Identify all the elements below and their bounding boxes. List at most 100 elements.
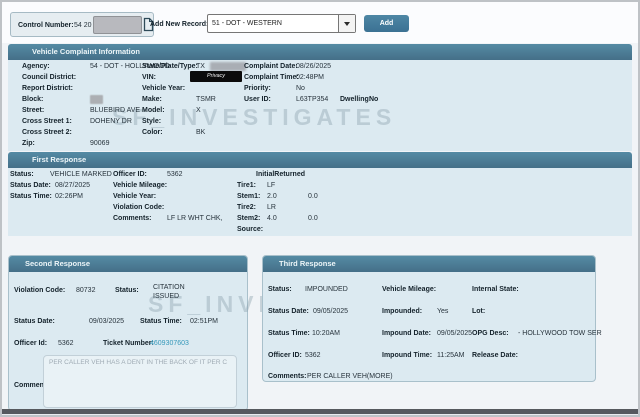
vehicle-complaint-section-body — [8, 60, 632, 151]
model-value: X — [196, 107, 201, 114]
agency-label: Agency: — [22, 63, 50, 70]
sr-officer-id-value: 5362 — [58, 340, 74, 347]
fr-vehicle-year-label: Vehicle Year: — [113, 193, 157, 200]
tr-opg-desc-label: OPG Desc: — [472, 330, 509, 337]
plate-state-value: TX — [196, 63, 205, 70]
style-label: Style: — [142, 118, 162, 125]
third-response-panel: Third Response — [262, 255, 596, 382]
fr-status-date-label: Status Date: — [10, 182, 51, 189]
plate-redacted-value — [210, 62, 246, 71]
sr-violation-code-label: Violation Code: — [14, 287, 66, 294]
priority-label: Priority: — [244, 85, 271, 92]
make-label: Make: — [142, 96, 162, 103]
street-label: Street: — [22, 107, 45, 114]
sr-ticket-number-label: Ticket Number: — [103, 340, 154, 347]
tr-vehicle-mileage-label: Vehicle Mileage: — [382, 286, 437, 293]
council-district-label: Council District: — [22, 74, 77, 81]
third-response-header: Third Response — [263, 256, 595, 272]
sr-status-time-label: Status Time: — [140, 318, 182, 325]
color-value: BK — [196, 129, 206, 136]
tr-officer-id-value: 5362 — [305, 352, 321, 359]
tr-impounded-value: Yes — [437, 308, 449, 315]
tire1-label: Tire1: — [237, 182, 256, 189]
source-label: Source: — [237, 226, 264, 233]
tr-impounded-label: Impounded: — [382, 308, 423, 315]
tr-opg-desc-value: - HOLLYWOOD TOW SER — [518, 330, 602, 337]
tr-lot-label: Lot: — [472, 308, 486, 315]
tr-comments-value: PER CALLER VEH(MORE) — [307, 373, 393, 380]
watermark: SF_INVESTIGATES — [112, 104, 397, 130]
fr-comments-label: Comments: — [113, 215, 152, 222]
make-value: TSMR — [196, 96, 216, 103]
second-response-header: Second Response — [9, 256, 247, 272]
initial-returned-header: InitialReturned — [256, 170, 305, 179]
fr-officer-id-value: 5362 — [167, 171, 183, 178]
tr-impound-date-label: Impound Date: — [382, 330, 431, 337]
tr-release-date-label: Release Date: — [472, 352, 518, 359]
control-number-input[interactable] — [93, 16, 142, 34]
second-response-title: Second Response — [25, 259, 91, 268]
sr-status-date-label: Status Date: — [14, 318, 55, 325]
model-label: Model: — [142, 107, 165, 114]
cross-street-2-label: Cross Street 2: — [22, 129, 72, 136]
report-district-label: Report District: — [22, 85, 73, 92]
user-id-label: User ID: — [244, 96, 271, 103]
tr-comments-label: Comments: — [268, 373, 307, 380]
control-number-label: Control Number: — [18, 22, 74, 29]
sr-status-time-value: 02:51PM — [190, 318, 219, 325]
first-response-section-body — [8, 168, 632, 236]
fr-status-date-value: 08/27/2025 — [55, 182, 91, 189]
tr-impound-time-value: 11:25AM — [437, 352, 465, 359]
fr-comments-value: LF LR WHT CHK, — [167, 215, 223, 222]
tr-officer-id-label: Officer ID: — [268, 352, 302, 359]
vin-privacy-overlay: Privacy — [190, 71, 242, 82]
add-record-selected-value: 51 - DOT - WESTERN — [212, 20, 282, 27]
first-response-title: First Response — [32, 155, 87, 164]
stem1-label: Stem1: — [237, 193, 261, 200]
block-label: Block: — [22, 96, 44, 103]
complaint-time-label: Complaint Time: — [244, 74, 299, 81]
ticket-number-link[interactable]: 4609307603 — [150, 340, 189, 347]
street-value: BLUEBIRD AVE — [90, 107, 141, 114]
fr-officer-id-label: Officer ID: — [113, 171, 147, 178]
zip-value: 90069 — [90, 140, 110, 147]
add-button[interactable]: Add — [364, 15, 409, 32]
fr-violation-code-label: Violation Code: — [113, 204, 165, 211]
cross-street-1-label: Cross Street 1: — [22, 118, 72, 125]
complaint-date-value: 08/26/2025 — [296, 63, 332, 70]
fr-status-time-value: 02:26PM — [55, 193, 84, 200]
tr-impound-time-label: Impound Time: — [382, 352, 433, 359]
complaint-date-label: Complaint Date: — [244, 63, 298, 70]
vin-label: VIN: — [142, 74, 156, 81]
stem1-initial-value: 2.0 — [267, 193, 277, 200]
initial-header: Initial — [256, 171, 275, 178]
vehicle-year-label: Vehicle Year: — [142, 85, 186, 92]
fr-vehicle-mileage-label: Vehicle Mileage: — [113, 182, 168, 189]
cross-street-1-value: DOHENY DR — [90, 118, 132, 125]
stem2-returned-value: 0.0 — [308, 215, 318, 222]
first-response-section-header: First Response — [8, 152, 632, 168]
chevron-down-icon[interactable] — [338, 15, 355, 32]
fr-status-value: VEHICLE MARKED — [50, 171, 112, 178]
add-record-select[interactable]: 51 - DOT - WESTERN — [207, 14, 356, 33]
window-bottom-edge — [2, 409, 638, 414]
sr-comments-textarea[interactable]: PER CALLER VEH HAS A DENT IN THE BACK OF… — [43, 355, 237, 408]
sr-officer-id-label: Officer Id: — [14, 340, 48, 347]
tr-status-value: IMPOUNDED — [305, 286, 348, 293]
stem2-label: Stem2: — [237, 215, 261, 222]
sr-comments-label: Comments: — [14, 382, 53, 389]
third-response-title: Third Response — [279, 259, 336, 268]
fr-status-time-label: Status Time: — [10, 193, 52, 200]
copy-icon[interactable] — [142, 17, 154, 37]
sr-status-value: CITATION ISSUED — [153, 284, 185, 300]
agency-value: 54 - DOT - HOLLYWOOD — [90, 63, 170, 70]
tire2-value: LR — [267, 204, 276, 211]
add-record-label: Add New Record: — [150, 21, 209, 28]
vehicle-complaint-section-header: Vehicle Complaint Information — [8, 44, 632, 60]
tr-internal-state-label: Internal State: — [472, 286, 519, 293]
tire2-label: Tire2: — [237, 204, 256, 211]
tire1-value: LF — [267, 182, 276, 189]
control-number-box: Control Number: 54 20 — [10, 12, 154, 37]
user-id-value: L63TP354 — [296, 96, 329, 103]
